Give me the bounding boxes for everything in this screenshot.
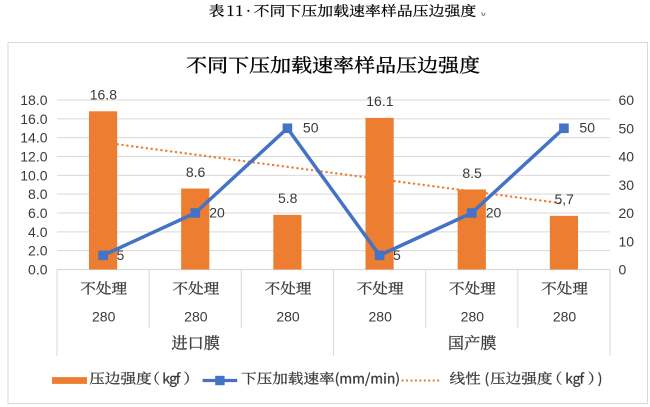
svg-text:280: 280	[276, 308, 300, 324]
svg-text:6.0: 6.0	[28, 205, 48, 221]
svg-text:12.0: 12.0	[20, 149, 47, 165]
svg-text:20: 20	[209, 204, 225, 220]
svg-text:10.0: 10.0	[20, 167, 47, 183]
svg-text:5.8: 5.8	[278, 190, 298, 206]
svg-text:280: 280	[461, 308, 485, 324]
svg-text:16.8: 16.8	[90, 87, 117, 103]
svg-text:14.0: 14.0	[20, 130, 47, 146]
svg-text:280: 280	[92, 308, 116, 324]
svg-text:20: 20	[486, 204, 502, 220]
svg-text:50: 50	[619, 120, 635, 136]
svg-text:40: 40	[619, 149, 635, 165]
svg-text:8.0: 8.0	[28, 186, 48, 202]
svg-text:60: 60	[619, 92, 635, 108]
svg-text:5: 5	[116, 247, 124, 263]
svg-text:50: 50	[579, 120, 595, 136]
svg-text:16.0: 16.0	[20, 111, 47, 127]
svg-text:50: 50	[303, 120, 319, 136]
svg-text:280: 280	[184, 308, 208, 324]
svg-text:2.0: 2.0	[28, 243, 48, 259]
svg-text:16.1: 16.1	[366, 93, 393, 109]
svg-text:280: 280	[369, 308, 393, 324]
svg-text:4.0: 4.0	[28, 224, 48, 240]
svg-text:5,7: 5,7	[554, 191, 574, 207]
svg-text:20: 20	[619, 205, 635, 221]
svg-text:30: 30	[619, 177, 635, 193]
svg-text:0: 0	[619, 262, 627, 278]
svg-text:280: 280	[553, 308, 577, 324]
svg-text:5: 5	[393, 247, 401, 263]
svg-text:8.5: 8.5	[462, 165, 482, 181]
svg-text:8.6: 8.6	[186, 164, 206, 180]
svg-text:0.0: 0.0	[28, 262, 48, 278]
svg-text:10: 10	[619, 233, 635, 249]
svg-text:18.0: 18.0	[20, 92, 47, 108]
